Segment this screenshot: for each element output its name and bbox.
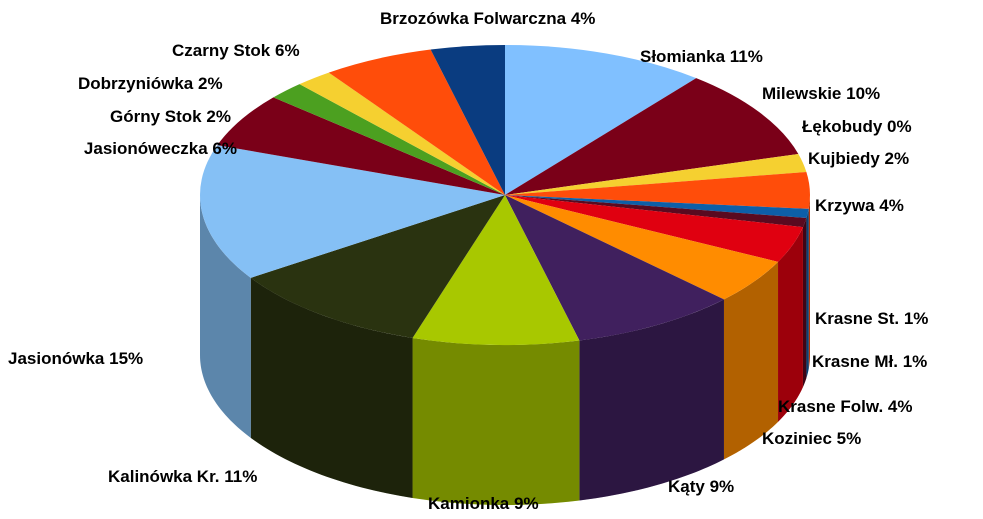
value-label: 11% xyxy=(224,467,257,486)
slice-label: Czarny Stok 6% xyxy=(172,41,300,60)
slice-label: Jasionówka 15% xyxy=(8,349,143,368)
category-name: Jasionówka xyxy=(8,349,105,368)
slice-side xyxy=(802,218,807,388)
slice xyxy=(505,171,810,209)
category-name: Brzozówka Folwarczna xyxy=(380,9,567,28)
category-name: Dobrzyniówka xyxy=(78,74,194,93)
slice xyxy=(505,195,809,219)
category-name: Krasne Mł. xyxy=(812,352,898,371)
slice-side-shade xyxy=(723,261,779,460)
slice xyxy=(505,195,779,300)
slice xyxy=(250,195,505,338)
slice-label: Słomianka 11% xyxy=(640,47,763,66)
slice-side xyxy=(806,208,809,379)
category-name: Kalinówka Kr. xyxy=(108,467,219,486)
category-name: Czarny Stok xyxy=(172,41,271,60)
slice xyxy=(412,195,580,345)
value-label: 9% xyxy=(514,494,539,513)
slice xyxy=(505,153,807,195)
slice-side-shade xyxy=(778,227,803,422)
value-label: 4% xyxy=(888,397,913,416)
slice xyxy=(430,45,505,195)
slice-label: Górny Stok 2% xyxy=(110,107,231,126)
slice-label: Dobrzyniówka 2% xyxy=(78,74,223,93)
slice-side-shade xyxy=(250,277,413,498)
slice-side-shade xyxy=(802,218,807,388)
slice xyxy=(199,145,505,278)
category-name: Łękobudy xyxy=(802,117,883,136)
slice-label: Kamionka 9% xyxy=(428,494,539,513)
category-name: Górny Stok xyxy=(110,107,202,126)
slice-label: Łękobudy 0% xyxy=(802,117,912,136)
category-name: Kujbiedy xyxy=(808,149,880,168)
value-label: 9% xyxy=(710,477,735,496)
category-name: Krasne Folw. xyxy=(778,397,883,416)
slice xyxy=(505,195,807,228)
slice-side xyxy=(412,337,580,505)
value-label: 4% xyxy=(571,9,596,28)
slice-side xyxy=(778,227,803,422)
slice-side-shade xyxy=(806,208,809,379)
slice-label: Koziniec 5% xyxy=(762,429,861,448)
category-name: Słomianka xyxy=(640,47,726,66)
value-label: 2% xyxy=(198,74,223,93)
slice xyxy=(505,195,724,341)
slice-side xyxy=(200,195,251,438)
slice-side-shade xyxy=(200,195,251,438)
slice-label: Krasne Mł. 1% xyxy=(812,352,927,371)
value-label: 6% xyxy=(212,139,237,158)
slice xyxy=(505,45,697,195)
category-name: Krzywa xyxy=(815,196,875,215)
category-name: Kąty xyxy=(668,477,705,496)
slice-label: Kujbiedy 2% xyxy=(808,149,909,168)
value-label: 4% xyxy=(879,196,904,215)
category-name: Milewskie xyxy=(762,84,841,103)
slice xyxy=(217,97,505,195)
value-label: 2% xyxy=(206,107,231,126)
slice-label: Kąty 9% xyxy=(668,477,734,496)
value-label: 5% xyxy=(837,429,862,448)
slice-label: Jasionóweczka 6% xyxy=(84,139,237,158)
slice-side-shade xyxy=(579,299,724,501)
slice xyxy=(273,84,505,195)
slice-side xyxy=(723,261,779,460)
slice-side-shade xyxy=(412,337,580,505)
value-label: 6% xyxy=(275,41,300,60)
slice-side xyxy=(579,299,724,501)
slice-side xyxy=(250,277,413,498)
slice-label: Brzozówka Folwarczna 4% xyxy=(380,9,595,28)
slice xyxy=(328,49,505,196)
value-label: 2% xyxy=(885,149,910,168)
category-name: Koziniec xyxy=(762,429,832,448)
slice-label: Milewskie 10% xyxy=(762,84,880,103)
slice xyxy=(505,78,799,195)
value-label: 11% xyxy=(730,47,763,66)
slice xyxy=(299,72,505,195)
value-label: 0% xyxy=(887,117,912,136)
slice-label: Kalinówka Kr. 11% xyxy=(108,467,257,486)
category-name: Kamionka xyxy=(428,494,510,513)
slice-side-shade xyxy=(808,195,810,369)
slice-side xyxy=(808,195,810,369)
value-label: 15% xyxy=(109,349,143,368)
slice-label: Krasne St. 1% xyxy=(815,309,928,328)
value-label: 1% xyxy=(904,309,929,328)
value-label: 1% xyxy=(903,352,928,371)
slice-label: Krasne Folw. 4% xyxy=(778,397,912,416)
category-name: Krasne St. xyxy=(815,309,899,328)
category-name: Jasionóweczka xyxy=(84,139,208,158)
slice xyxy=(505,195,803,262)
slice-label: Krzywa 4% xyxy=(815,196,904,215)
value-label: 10% xyxy=(846,84,880,103)
